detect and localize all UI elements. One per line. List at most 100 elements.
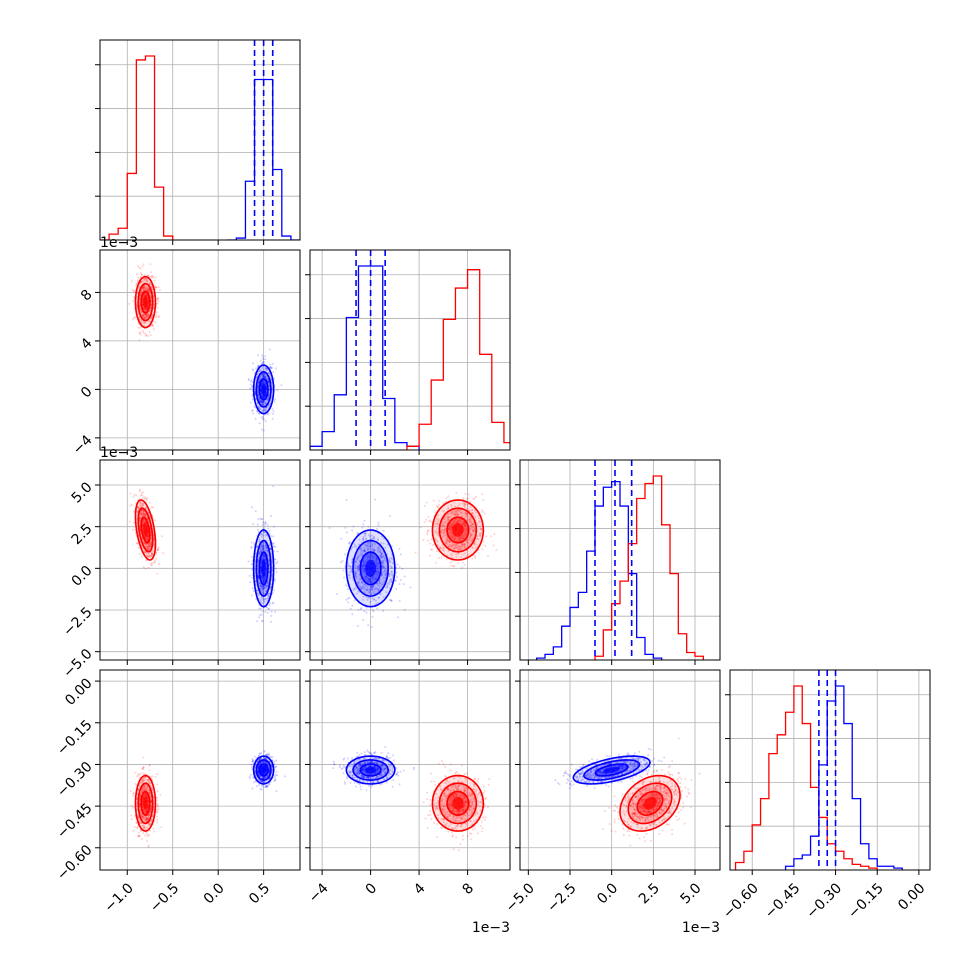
sample-point [144, 520, 147, 523]
sample-point [148, 282, 151, 285]
sample-point [273, 377, 276, 380]
sample-point [363, 543, 366, 546]
sample-point [145, 279, 148, 282]
sample-point [272, 542, 275, 545]
sample-point [376, 570, 379, 573]
sample-point [453, 565, 456, 568]
sample-point [151, 562, 154, 565]
sample-point [462, 523, 465, 526]
sample-point [362, 619, 365, 622]
panel-2-2 [515, 459, 721, 665]
sample-point [267, 371, 270, 374]
sample-point [146, 313, 149, 316]
sample-point [447, 545, 450, 548]
sample-point [261, 396, 264, 399]
sample-point [382, 529, 385, 532]
sample-point [454, 510, 457, 513]
sample-point [145, 286, 148, 289]
sample-point [253, 405, 256, 408]
sample-point [473, 497, 476, 500]
sample-point [451, 545, 454, 548]
sample-point [467, 537, 470, 540]
sample-point [146, 315, 149, 318]
sample-point [159, 288, 162, 291]
sample-point [447, 516, 450, 519]
sample-point [374, 587, 377, 590]
sample-point [155, 551, 158, 554]
sample-point [376, 573, 379, 576]
sample-point [259, 562, 262, 565]
sample-point [376, 562, 379, 565]
sample-point [356, 625, 359, 628]
sample-point [251, 556, 254, 559]
sample-point [261, 577, 264, 580]
sample-point [261, 547, 264, 550]
sample-point [276, 389, 279, 392]
sample-point [386, 586, 389, 589]
sample-point [272, 601, 275, 604]
sample-point [447, 516, 450, 519]
sample-point [456, 513, 459, 516]
sample-point [474, 540, 477, 543]
sample-point [356, 581, 359, 584]
sample-point [146, 316, 149, 319]
sample-point [136, 542, 139, 545]
sample-point [455, 545, 458, 548]
sample-point [252, 523, 255, 526]
sample-point [466, 503, 469, 506]
sample-point [442, 549, 445, 552]
sample-point [360, 541, 363, 544]
sample-point [457, 505, 460, 508]
sample-point [260, 545, 263, 548]
sample-point [376, 588, 379, 591]
sample-point [269, 366, 272, 369]
sample-point [139, 494, 142, 497]
sample-point [266, 549, 269, 552]
panel-plot-area [100, 250, 300, 450]
sample-point [390, 572, 393, 575]
sample-point [144, 332, 147, 335]
sample-point [380, 552, 383, 555]
sample-point [141, 303, 144, 306]
sample-point [269, 586, 272, 589]
sample-point [145, 307, 148, 310]
sample-point [463, 543, 466, 546]
sample-point [462, 561, 465, 564]
sample-point [375, 559, 378, 562]
sample-point [144, 294, 147, 297]
sample-point [437, 519, 440, 522]
sample-point [363, 519, 366, 522]
sample-point [257, 385, 260, 388]
sample-point [441, 521, 444, 524]
sample-point [364, 576, 367, 579]
sample-point [450, 526, 453, 529]
sample-point [268, 529, 271, 532]
sample-point [263, 376, 266, 379]
sample-point [383, 559, 386, 562]
sample-point [265, 533, 268, 536]
panel-plot-area [100, 460, 300, 660]
sample-point [424, 518, 427, 521]
sample-point [447, 516, 450, 519]
sample-point [265, 408, 268, 411]
sample-point [143, 294, 146, 297]
sample-point [145, 277, 148, 280]
sample-point [259, 546, 262, 549]
sample-point [250, 545, 253, 548]
sample-point [141, 512, 144, 515]
sample-point [261, 373, 264, 376]
sample-point [148, 275, 151, 278]
sample-point [259, 407, 262, 410]
sample-point [401, 567, 404, 570]
sample-point [355, 571, 358, 574]
sample-point [450, 564, 453, 567]
sample-point [261, 518, 264, 521]
sample-point [264, 578, 267, 581]
sample-point [248, 574, 251, 577]
sample-point [140, 319, 143, 322]
sample-point [146, 517, 149, 520]
sample-point [375, 565, 378, 568]
sample-point [453, 538, 456, 541]
sample-point [477, 538, 480, 541]
sample-point [143, 278, 146, 281]
